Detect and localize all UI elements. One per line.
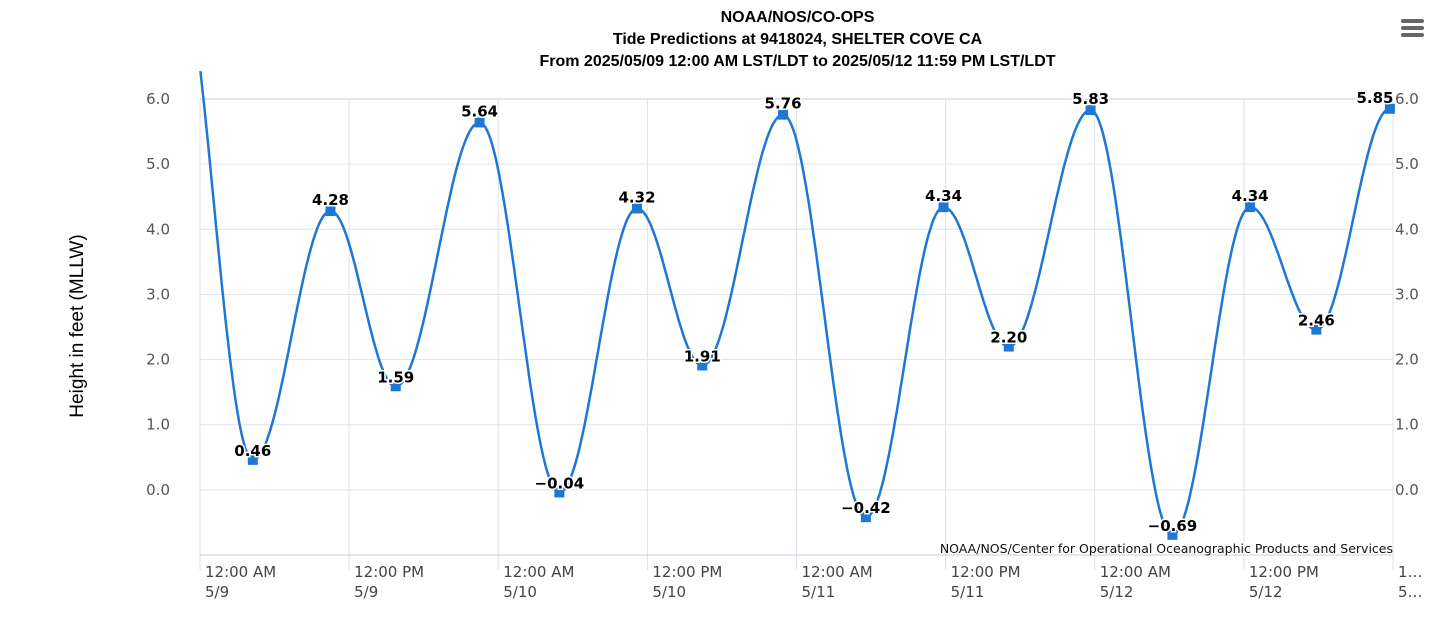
tide-extreme-marker (390, 381, 401, 392)
hamburger-menu-icon[interactable] (1398, 16, 1428, 42)
y-tick-label-left: 1.0 (146, 416, 170, 434)
tide-extreme-marker (778, 109, 789, 120)
y-tick-label-left: 0.0 (146, 481, 170, 499)
x-tick-time-label: 12:00 PM (652, 563, 722, 581)
x-tick-date-label: 5/9 (205, 583, 229, 601)
x-tick-time-label: 12:00 AM (1100, 563, 1171, 581)
tide-value-label: 4.34 (1232, 187, 1269, 205)
tide-value-label: −0.69 (1148, 517, 1198, 535)
chart-credit: NOAA/NOS/Center for Operational Oceanogr… (939, 541, 1393, 556)
chart-title: NOAA/NOS/CO-OPS (720, 9, 875, 26)
tide-extreme-marker (474, 117, 485, 128)
tide-value-label: 2.46 (1298, 312, 1335, 330)
tide-extreme-marker (697, 360, 708, 371)
tide-prediction-line (199, 70, 1391, 537)
y-tick-label-right: 0.0 (1395, 481, 1419, 499)
x-tick-time-label: 12:00 AM (503, 563, 574, 581)
y-tick-label-left: 6.0 (146, 90, 170, 108)
tide-extreme-marker (1167, 529, 1178, 540)
chart-subtitle-range: From 2025/05/09 12:00 AM LST/LDT to 2025… (539, 53, 1056, 70)
tide-value-label: 0.46 (234, 442, 271, 460)
tide-extreme-marker (247, 454, 258, 465)
y-tick-label-left: 5.0 (146, 155, 170, 173)
tide-value-label: 2.20 (990, 329, 1027, 347)
x-tick-date-label: 5/9 (354, 583, 378, 601)
tide-extreme-marker (325, 206, 336, 217)
tide-extreme-marker (554, 487, 565, 498)
tide-value-label: 5.76 (765, 95, 802, 113)
tide-extreme-marker (1085, 105, 1096, 116)
x-tick-date-label: 5/11 (951, 583, 985, 601)
tide-value-label: 5.85 (1356, 89, 1393, 107)
x-tick-time-label: 12:00 PM (354, 563, 424, 581)
x-tick-date-label: 5/10 (503, 583, 537, 601)
tide-value-label: 4.28 (312, 191, 349, 209)
y-tick-label-right: 1.0 (1395, 416, 1419, 434)
tide-extreme-marker (1245, 202, 1256, 213)
tide-value-label: 5.83 (1072, 90, 1109, 108)
tide-extreme-marker (860, 512, 871, 523)
tide-extreme-marker (632, 203, 643, 214)
y-tick-label-right: 3.0 (1395, 285, 1419, 303)
x-tick-date-label: 5/10 (652, 583, 686, 601)
tide-extreme-marker (1384, 103, 1395, 114)
tide-extreme-marker (1003, 341, 1014, 352)
y-tick-label-left: 2.0 (146, 351, 170, 369)
tide-extreme-marker (1311, 324, 1322, 335)
tide-value-label: −0.42 (841, 499, 891, 517)
x-tick-date-label: 5/12 (1100, 583, 1134, 601)
x-tick-date-label: 5/11 (802, 583, 836, 601)
y-tick-label-right: 6.0 (1395, 90, 1419, 108)
x-tick-time-label: 1… (1398, 563, 1423, 581)
chart-subtitle-station: Tide Predictions at 9418024, SHELTER COV… (612, 31, 983, 48)
x-tick-time-label: 12:00 PM (951, 563, 1021, 581)
tide-value-label: 1.59 (377, 368, 414, 386)
x-tick-date-label: 5/12 (1249, 583, 1283, 601)
x-tick-time-label: 12:00 AM (205, 563, 276, 581)
tide-value-label: 4.32 (619, 188, 656, 206)
x-tick-date-label: 5… (1398, 583, 1423, 601)
x-tick-time-label: 12:00 PM (1249, 563, 1319, 581)
tide-value-label: 5.64 (461, 102, 498, 120)
tide-value-label: 4.34 (925, 187, 962, 205)
y-tick-label-right: 5.0 (1395, 155, 1419, 173)
x-tick-time-label: 12:00 AM (802, 563, 873, 581)
y-tick-label-left: 4.0 (146, 220, 170, 238)
y-tick-label-right: 4.0 (1395, 220, 1419, 238)
y-tick-label-right: 2.0 (1395, 351, 1419, 369)
tide-extreme-marker (938, 202, 949, 213)
tide-value-label: 1.91 (684, 347, 721, 365)
tide-value-label: −0.04 (535, 474, 585, 492)
y-tick-label-left: 3.0 (146, 285, 170, 303)
